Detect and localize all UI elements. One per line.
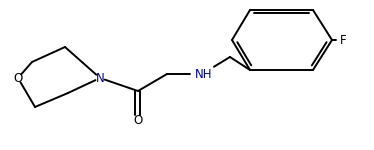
Text: F: F [340,33,346,46]
Text: NH: NH [195,68,213,81]
Text: N: N [96,72,104,84]
Text: O: O [134,114,142,128]
Text: O: O [13,72,22,84]
